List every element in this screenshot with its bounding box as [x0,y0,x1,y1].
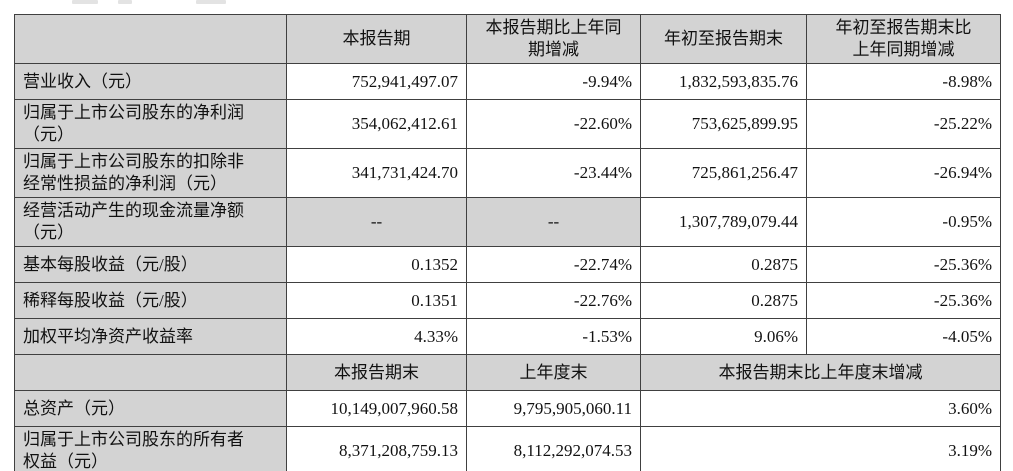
cell-value: 1,832,593,835.76 [640,63,807,100]
cell-value: -25.22% [806,99,1001,149]
header-text: 年初至报告期末比上年同期增减 [835,18,972,59]
row-label: 归属于上市公司股东的扣除非经常性损益的净利润（元） [14,148,287,198]
cell-value: -22.60% [466,99,641,149]
row-label: 营业收入（元） [14,63,287,100]
table-row-weighted-avg-roe: 加权平均净资产收益率 4.33% -1.53% 9.06% -4.05% [14,318,1001,355]
row-label: 总资产（元） [14,390,287,427]
row-label: 基本每股收益（元/股） [14,246,287,283]
row-label: 归属于上市公司股东的净利润（元） [14,99,287,149]
cell-value: 9.06% [640,318,807,355]
cell-value: -26.94% [806,148,1001,198]
cell-value: -8.98% [806,63,1001,100]
period-end-header-row: 本报告期末 上年度末 本报告期末比上年度末增减 [14,354,1001,391]
table-row-equity-attributable: 归属于上市公司股东的所有者权益（元） 8,371,208,759.13 8,11… [14,426,1001,471]
header-text: 本报告期比上年同期增减 [485,18,622,59]
period-header-row: 本报告期 本报告期比上年同期增减 年初至报告期末 年初至报告期末比上年同期增减 [14,14,1001,64]
table-row-operating-revenue: 营业收入（元） 752,941,497.07 -9.94% 1,832,593,… [14,63,1001,100]
cell-value: 753,625,899.95 [640,99,807,149]
table-row-diluted-eps: 稀释每股收益（元/股） 0.1351 -22.76% 0.2875 -25.36… [14,282,1001,319]
header-current-period-yoy: 本报告期比上年同期增减 [466,14,641,64]
cell-value: 3.60% [640,390,1001,427]
cell-value: -25.36% [806,282,1001,319]
cell-value: -9.94% [466,63,641,100]
cell-value: -- [466,197,641,247]
cell-value: 10,149,007,960.58 [286,390,467,427]
table-row-net-profit: 归属于上市公司股东的净利润（元） 354,062,412.61 -22.60% … [14,99,1001,149]
cell-value: -22.76% [466,282,641,319]
cell-value: 354,062,412.61 [286,99,467,149]
cell-value: -- [286,197,467,247]
cropped-text-remnant [0,0,1013,6]
cell-value: 1,307,789,079.44 [640,197,807,247]
header-blank-cell [14,354,287,391]
cell-value: 0.2875 [640,246,807,283]
cell-value: 4.33% [286,318,467,355]
header-period-end-change: 本报告期末比上年度末增减 [640,354,1001,391]
cell-value: -22.74% [466,246,641,283]
table-row-operating-cash-flow: 经营活动产生的现金流量净额（元） -- -- 1,307,789,079.44 … [14,197,1001,247]
header-ytd: 年初至报告期末 [640,14,807,64]
cell-value: -1.53% [466,318,641,355]
row-label: 加权平均净资产收益率 [14,318,287,355]
header-prior-year-end: 上年度末 [466,354,641,391]
cell-value: 752,941,497.07 [286,63,467,100]
cell-value: 8,112,292,074.53 [466,426,641,471]
row-label: 归属于上市公司股东的所有者权益（元） [14,426,287,471]
cell-value: 3.19% [640,426,1001,471]
cell-value: 0.2875 [640,282,807,319]
cell-value: -23.44% [466,148,641,198]
cropped-text-mark [118,0,132,4]
row-label: 稀释每股收益（元/股） [14,282,287,319]
cropped-text-mark [196,0,226,4]
cell-value: -25.36% [806,246,1001,283]
cell-value: 725,861,256.47 [640,148,807,198]
header-ytd-yoy: 年初至报告期末比上年同期增减 [806,14,1001,64]
cell-value: 0.1352 [286,246,467,283]
row-label: 经营活动产生的现金流量净额（元） [14,197,287,247]
header-current-period-end: 本报告期末 [286,354,467,391]
cell-value: 341,731,424.70 [286,148,467,198]
key-financials-table: 本报告期 本报告期比上年同期增减 年初至报告期末 年初至报告期末比上年同期增减 … [14,14,1001,471]
cell-value: -4.05% [806,318,1001,355]
table-row-basic-eps: 基本每股收益（元/股） 0.1352 -22.74% 0.2875 -25.36… [14,246,1001,283]
cropped-text-mark [72,0,98,4]
table-row-net-profit-excl-nonrecurring: 归属于上市公司股东的扣除非经常性损益的净利润（元） 341,731,424.70… [14,148,1001,198]
header-blank-cell [14,14,287,64]
cell-value: 0.1351 [286,282,467,319]
table-row-total-assets: 总资产（元） 10,149,007,960.58 9,795,905,060.1… [14,390,1001,427]
cell-value: 9,795,905,060.11 [466,390,641,427]
header-current-period: 本报告期 [286,14,467,64]
cell-value: 8,371,208,759.13 [286,426,467,471]
cell-value: -0.95% [806,197,1001,247]
